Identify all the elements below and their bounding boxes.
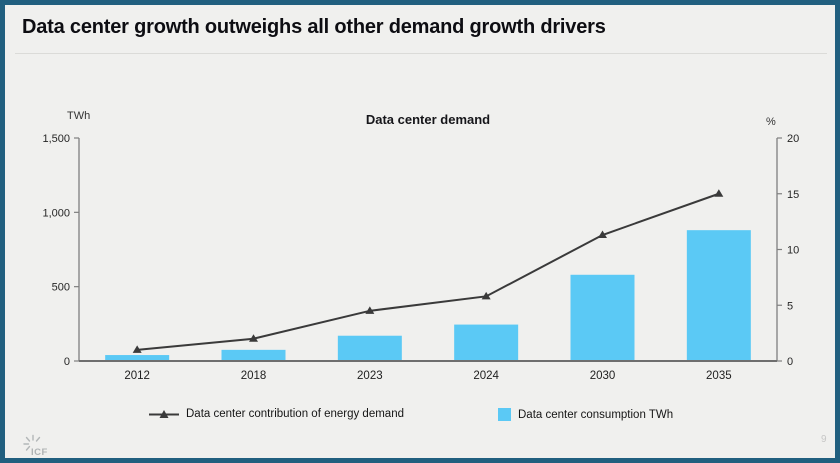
right-axis-unit-label: %	[766, 116, 776, 128]
left-axis-tick-label: 500	[52, 282, 70, 294]
left-axis-tick-label: 1,500	[42, 133, 70, 145]
x-axis-label-2023: 2023	[357, 370, 383, 382]
bar-series-swatch-icon	[498, 408, 511, 421]
line-series-marker-icon	[149, 410, 179, 418]
bar-2012	[105, 355, 170, 361]
bar-2030	[570, 274, 635, 361]
line-marker-2023	[365, 306, 375, 314]
x-axis-label-2018: 2018	[241, 370, 267, 382]
x-axis-label-2035: 2035	[706, 370, 732, 382]
right-axis-tick-label: 20	[787, 133, 799, 145]
legend-label-bar: Data center consumption TWh	[518, 408, 674, 421]
page-number: 9	[821, 434, 827, 445]
line-marker-2035	[714, 189, 724, 197]
chart-title: Data center demand	[365, 112, 491, 127]
icf-logo: ICF	[22, 434, 62, 458]
icf-logo-text: ICF	[31, 447, 48, 458]
bar-2018	[221, 349, 286, 361]
bar-2035	[686, 230, 751, 361]
right-axis-tick-label: 15	[787, 189, 799, 201]
contribution-line	[137, 192, 720, 351]
x-axis-label-2030: 2030	[590, 370, 616, 382]
left-axis-unit-label: TWh	[67, 110, 91, 122]
x-axis-label-2012: 2012	[124, 370, 150, 382]
left-axis-tick-label: 1,000	[42, 207, 70, 219]
right-axis-tick-label: 5	[787, 300, 793, 312]
right-axis-tick-label: 10	[787, 245, 799, 257]
legend-label-line: Data center contribution of energy deman…	[186, 408, 404, 420]
bar-2024	[454, 324, 519, 361]
legend-item-line-series: Data center contribution of energy deman…	[149, 408, 404, 420]
line-marker-2012	[132, 345, 142, 353]
slide-title: Data center growth outweighs all other d…	[22, 16, 606, 38]
line-marker-2018	[249, 334, 258, 342]
combo-chart: 0 500 1,000 1,500 0 5 10 15 20 2012 2018 2023 2024 20…	[42, 133, 799, 382]
legend-item-bar-series: Data center consumption TWh	[498, 408, 673, 421]
left-axis-tick-label: 0	[64, 356, 70, 368]
line-marker-2024	[481, 291, 491, 300]
icf-starburst-icon	[23, 434, 41, 451]
x-axis-label-2024: 2024	[473, 370, 499, 382]
right-axis-tick-label: 0	[787, 356, 793, 368]
chart-legend: Data center contribution of energy deman…	[5, 406, 835, 428]
bar-2023	[337, 335, 402, 361]
title-divider	[15, 53, 827, 54]
line-marker-2030	[598, 230, 607, 239]
